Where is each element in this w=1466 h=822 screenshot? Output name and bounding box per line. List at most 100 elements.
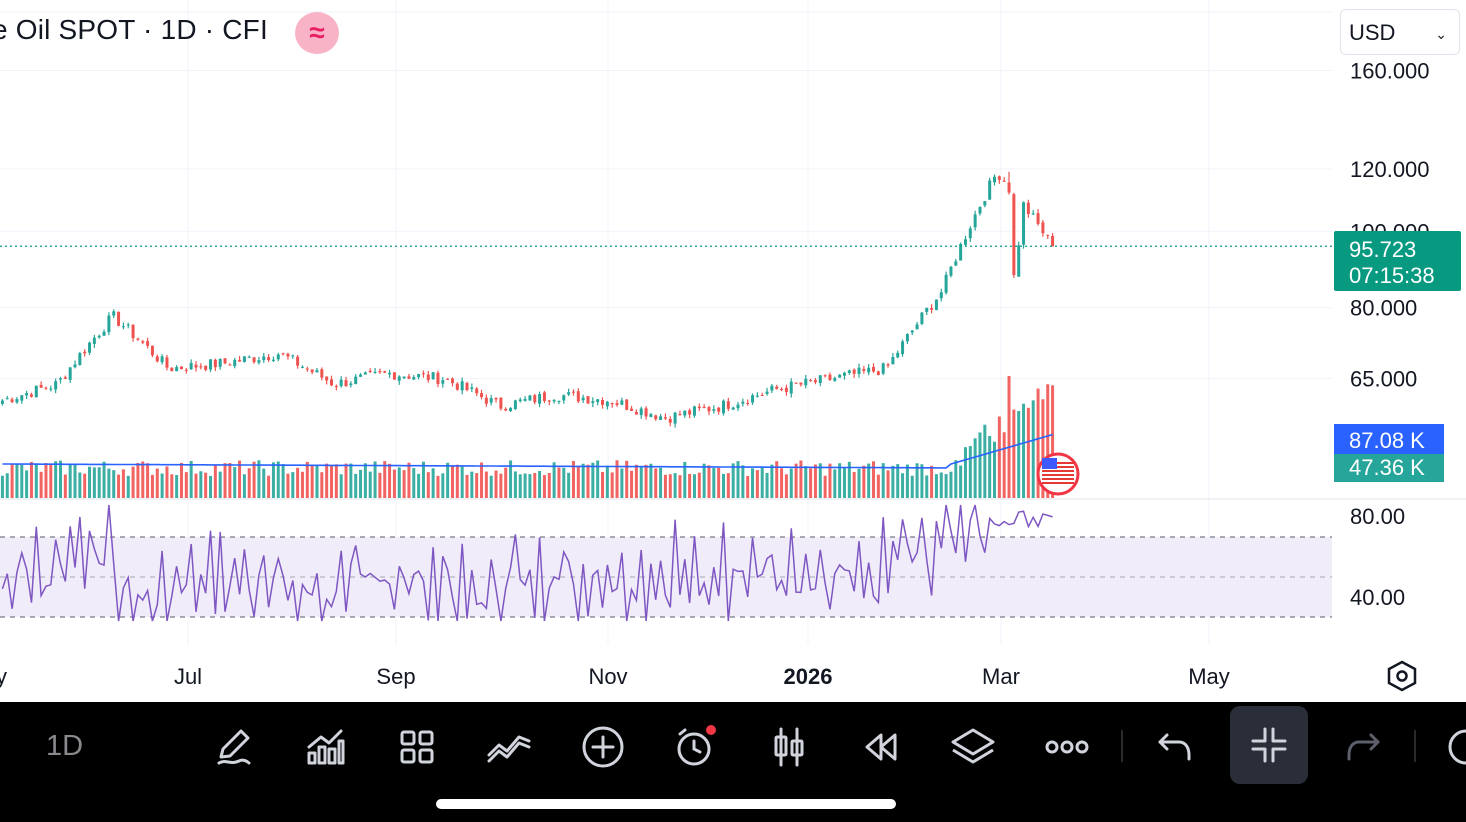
- candle-body: [402, 376, 406, 379]
- volume-bar: [436, 475, 440, 498]
- volume-bar: [615, 460, 619, 498]
- candle-body: [334, 386, 338, 388]
- volume-bar: [542, 475, 546, 498]
- volume-bar: [480, 462, 484, 498]
- candle-body: [34, 385, 38, 398]
- home-indicator[interactable]: [436, 799, 896, 809]
- candle-body: [83, 351, 87, 354]
- undo-icon[interactable]: [1150, 710, 1200, 784]
- volume-bar: [741, 465, 745, 498]
- volume-bar: [949, 471, 953, 498]
- trendline-icon[interactable]: [484, 710, 534, 784]
- volume-bar: [257, 460, 261, 498]
- volume-bar: [804, 466, 808, 498]
- redo-icon[interactable]: [1338, 710, 1388, 784]
- volume-bar: [639, 467, 643, 498]
- volume-bar: [562, 467, 566, 498]
- candle-body: [910, 330, 914, 333]
- collapse-icon[interactable]: [1230, 706, 1308, 784]
- volume-bar: [300, 471, 304, 498]
- candle-body: [339, 379, 343, 387]
- candle-body: [426, 374, 430, 380]
- candle-body: [576, 391, 580, 402]
- candle-body: [58, 378, 62, 380]
- currency-select[interactable]: USD ⌄: [1340, 9, 1460, 55]
- candle-body: [63, 377, 67, 379]
- last-price-tag: [1334, 231, 1461, 291]
- time-axis-label: Nov: [588, 664, 627, 689]
- plus-circle-icon[interactable]: [578, 710, 628, 784]
- candle-body: [218, 358, 222, 367]
- time-axis-label: May: [1188, 664, 1230, 689]
- candle-body: [804, 378, 808, 386]
- candle-body: [1031, 213, 1035, 215]
- candle-body: [862, 368, 866, 371]
- grid: [0, 0, 1466, 645]
- candle-style-icon[interactable]: [764, 710, 814, 784]
- candle-body: [296, 356, 300, 366]
- volume-bar: [625, 460, 629, 498]
- volume-bar: [567, 472, 571, 498]
- volume-bar: [1026, 407, 1030, 498]
- candle-body: [731, 407, 735, 410]
- volume-bar: [320, 472, 324, 498]
- volume-value: 47.36 K: [1349, 455, 1425, 480]
- interval-button[interactable]: 1D: [46, 730, 84, 762]
- volume-bar: [886, 470, 890, 498]
- candle-body: [654, 415, 658, 420]
- volume-bar: [281, 463, 285, 498]
- volume-bar: [847, 461, 851, 498]
- us-flag-event-icon[interactable]: [1036, 452, 1080, 496]
- layers-icon[interactable]: [948, 710, 998, 784]
- data-status-badge[interactable]: ≈: [295, 12, 339, 54]
- volume-bar: [349, 463, 353, 498]
- volume-bar: [276, 461, 280, 498]
- volume-bar: [39, 471, 43, 498]
- clock-icon[interactable]: [1444, 710, 1466, 784]
- settings-hexagon-icon[interactable]: [1387, 660, 1417, 692]
- candle-body: [683, 410, 687, 416]
- volume-bar: [5, 473, 9, 498]
- replay-icon[interactable]: [856, 710, 906, 784]
- candle-body: [494, 397, 498, 400]
- candle-body: [872, 366, 876, 372]
- candle-body: [252, 357, 256, 363]
- candle-body: [359, 374, 363, 377]
- volume-bar: [170, 474, 174, 498]
- candle-body: [891, 357, 895, 365]
- volume-bar: [175, 474, 179, 498]
- candle-body: [988, 180, 992, 200]
- volume-bar: [692, 474, 696, 498]
- volume-bar: [993, 441, 997, 498]
- candle-body: [925, 308, 929, 312]
- chart-canvas[interactable]: 160.000120.000100.00080.00065.00095.7230…: [0, 0, 1466, 702]
- candle-body: [228, 364, 232, 366]
- volume-bar: [881, 463, 885, 498]
- grid-icon[interactable]: [392, 710, 442, 784]
- volume-bar: [373, 461, 377, 498]
- chart-area[interactable]: 160.000120.000100.00080.00065.00095.7230…: [0, 0, 1466, 702]
- symbol-title[interactable]: e Oil SPOT · 1D · CFI: [0, 14, 268, 45]
- volume-bar: [44, 463, 48, 498]
- volume-bar: [547, 473, 551, 498]
- indicators-icon[interactable]: [300, 710, 350, 784]
- candle-body: [668, 418, 672, 423]
- volume-bar: [218, 471, 222, 498]
- volume-bar: [523, 473, 527, 498]
- alarm-icon[interactable]: [670, 710, 720, 784]
- candle-body: [692, 406, 696, 416]
- pencil-icon[interactable]: [208, 710, 258, 784]
- volume-bar: [721, 473, 725, 498]
- volume-bar: [610, 472, 614, 498]
- more-icon[interactable]: [1042, 710, 1092, 784]
- volume-bar: [678, 475, 682, 498]
- volume-bar: [862, 465, 866, 498]
- candle-body: [707, 407, 711, 412]
- candle-body: [639, 408, 643, 416]
- volume-bar: [126, 475, 130, 498]
- candle-body: [659, 416, 663, 420]
- volume-bar: [107, 468, 111, 498]
- volume-bar: [325, 463, 329, 498]
- candle-body: [1017, 245, 1021, 277]
- candle-body: [242, 356, 246, 363]
